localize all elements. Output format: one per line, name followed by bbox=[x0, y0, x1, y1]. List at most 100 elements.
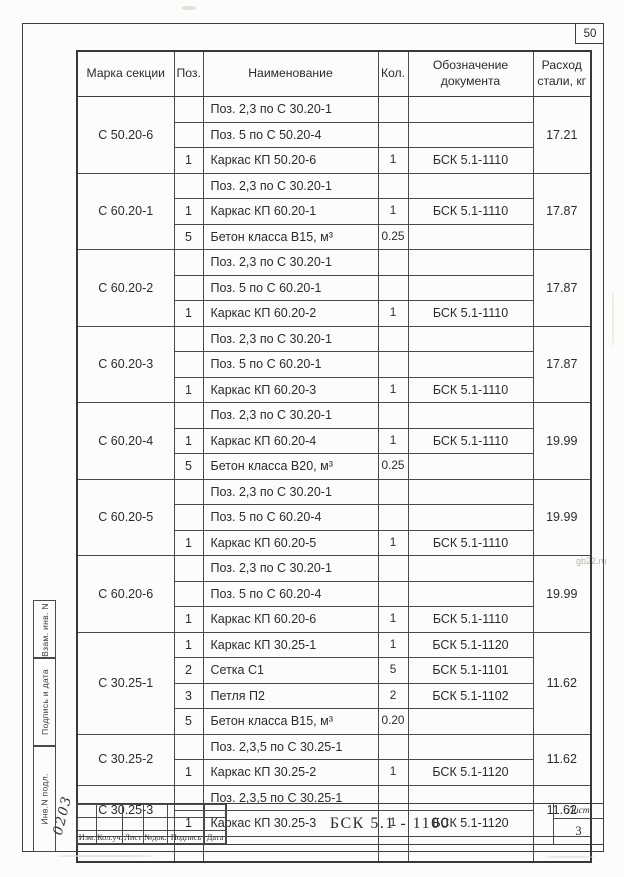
quantity-cell: 1 bbox=[377, 606, 409, 633]
quantity-cell bbox=[377, 580, 409, 607]
document-cell: БСК 5.1-1110 bbox=[407, 300, 534, 327]
table-row: С 60.20-4 Поз. 2,3 по С 30.20-1 19.99 bbox=[76, 402, 592, 480]
header-quantity: Кол. bbox=[377, 50, 409, 97]
revision-empty-row bbox=[77, 817, 226, 831]
name-cell: Поз. 2,3,5 по С 30.25-1 bbox=[202, 733, 379, 760]
quantity-cell: 0.25 bbox=[377, 453, 409, 480]
table-row bbox=[76, 835, 592, 863]
document-cell bbox=[407, 708, 534, 735]
table-row: С 60.20-1 Поз. 2,3 по С 30.20-1 17.87 bbox=[76, 172, 592, 250]
document-cell: БСК 5.1-1120 bbox=[407, 810, 534, 837]
header-name: Наименование bbox=[202, 50, 379, 97]
rev-empty-cell bbox=[143, 817, 168, 831]
document-cell: БСК 5.1-1120 bbox=[407, 631, 534, 658]
section-mark-cell: С 30.25-2 bbox=[76, 733, 175, 786]
table-row: 1 Каркас КП 60.20-4 1 БСК 5.1-1110 bbox=[77, 427, 591, 454]
table-row: С 30.25-1 1 Каркас КП 30.25-1 1 БСК 5.1-1120… bbox=[76, 631, 592, 735]
name-cell: Бетон класса В15, м³ bbox=[202, 223, 379, 250]
position-cell bbox=[173, 580, 204, 607]
position-cell bbox=[173, 351, 204, 378]
table-row: Поз. 5 по С 60.20-4 bbox=[77, 580, 591, 607]
document-cell bbox=[407, 223, 534, 250]
quantity-cell bbox=[377, 555, 409, 582]
rev-empty-cell bbox=[96, 804, 123, 818]
rev-empty-cell bbox=[96, 817, 123, 831]
name-cell: Поз. 5 по С 60.20-1 bbox=[202, 274, 379, 301]
table-row: 5 Бетон класса В15, м³ 0.25 bbox=[77, 223, 591, 250]
document-cell bbox=[407, 351, 534, 378]
table-row: С 60.20-3 Поз. 2,3 по С 30.20-1 17.87 bbox=[76, 325, 592, 403]
table-row: 1 Каркас КП 60.20-1 1 БСК 5.1-1110 bbox=[77, 198, 591, 225]
name-cell: Каркас КП 30.25-1 bbox=[202, 631, 379, 658]
document-cell: БСК 5.1-1110 bbox=[407, 427, 534, 454]
position-cell: 1 bbox=[173, 427, 204, 454]
rev-col-koluch: Кол.уч. bbox=[96, 830, 123, 844]
position-cell bbox=[173, 504, 204, 531]
document-cell: БСК 5.1-1110 bbox=[407, 376, 534, 403]
steel-consumption-cell: 17.87 bbox=[532, 325, 592, 403]
rev-empty-cell bbox=[122, 804, 144, 818]
steel-consumption-cell: 11.62 bbox=[532, 733, 592, 786]
quantity-cell: 1 bbox=[377, 376, 409, 403]
document-cell bbox=[407, 835, 534, 863]
name-cell: Сетка С1 bbox=[202, 657, 379, 684]
section-mark-cell: С 60.20-1 bbox=[76, 172, 175, 250]
table-row: 1 Каркас КП 60.20-3 1 БСК 5.1-1110 bbox=[77, 376, 591, 403]
name-cell: Поз. 2,3 по С 30.20-1 bbox=[202, 96, 379, 123]
document-cell bbox=[407, 96, 534, 123]
table-row: С 50.20-6 Поз. 2,3 по С 30.20-1 17.21 bbox=[76, 96, 592, 174]
scan-smudge bbox=[612, 292, 614, 347]
position-cell bbox=[173, 402, 204, 429]
table-row: Поз. 5 по С 60.20-4 bbox=[77, 504, 591, 531]
document-cell bbox=[407, 274, 534, 301]
position-cell: 1 bbox=[173, 759, 204, 786]
name-cell: Каркас КП 60.20-1 bbox=[202, 198, 379, 225]
name-cell: Петля П2 bbox=[202, 682, 379, 709]
quantity-cell bbox=[377, 121, 409, 148]
position-cell: 5 bbox=[173, 708, 204, 735]
rev-empty-cell bbox=[204, 804, 226, 818]
vzam-inv-label: Взам. инв. N bbox=[39, 602, 50, 657]
stamp-section-inv-podl: Инв.N подл. bbox=[33, 745, 56, 852]
quantity-cell bbox=[377, 325, 409, 352]
name-cell: Каркас КП 60.20-3 bbox=[202, 376, 379, 403]
sheet-number: 3 bbox=[575, 824, 582, 838]
document-cell: БСК 5.1-1110 bbox=[407, 147, 534, 174]
steel-consumption-cell: 11.62 bbox=[532, 631, 592, 735]
position-cell: 5 bbox=[173, 453, 204, 480]
table-row: 3 Петля П2 2 БСК 5.1-1102 bbox=[77, 682, 591, 709]
section-mark-cell: С 60.20-2 bbox=[76, 249, 175, 327]
inv-podl-label: Инв.N подл. bbox=[39, 772, 50, 825]
rev-empty-cell bbox=[122, 817, 144, 831]
page-number: 50 bbox=[583, 27, 597, 40]
position-cell: 2 bbox=[173, 657, 204, 684]
header-steel-consumption: Расход стали, кг bbox=[532, 50, 592, 97]
rev-col-ndok: №док. bbox=[143, 830, 168, 844]
quantity-cell: 1 bbox=[377, 759, 409, 786]
quantity-cell: 0.25 bbox=[377, 223, 409, 250]
name-cell: Поз. 2,3 по С 30.20-1 bbox=[202, 325, 379, 352]
name-cell: Каркас КП 30.25-3 bbox=[202, 810, 379, 837]
document-cell: БСК 5.1-1110 bbox=[407, 606, 534, 633]
rev-col-data: Дата bbox=[204, 830, 226, 844]
document-cell bbox=[407, 402, 534, 429]
section-mark-cell: С 60.20-3 bbox=[76, 325, 175, 403]
document-number: БСК 5.1 - 1100 bbox=[226, 804, 554, 844]
header-position: Поз. bbox=[173, 50, 204, 97]
table-row: 1 Каркас КП 60.20-5 1 БСК 5.1-1110 bbox=[77, 529, 591, 556]
table-row: С 60.20-6 Поз. 2,3 по С 30.20-1 19.99 bbox=[76, 555, 592, 633]
quantity-cell: 5 bbox=[377, 657, 409, 684]
position-cell bbox=[173, 96, 204, 123]
rev-empty-cell bbox=[77, 817, 97, 831]
name-cell: Поз. 5 по С 60.20-1 bbox=[202, 351, 379, 378]
revision-label-row: Изм. Кол.уч. Лист №док. Подпись Дата bbox=[77, 830, 226, 844]
position-cell bbox=[173, 478, 204, 505]
name-cell: Каркас КП 30.25-2 bbox=[202, 759, 379, 786]
table-row: 5 Бетон класса В15, м³ 0.20 bbox=[77, 708, 591, 735]
name-cell: Каркас КП 60.20-2 bbox=[202, 300, 379, 327]
scan-smudge bbox=[58, 855, 153, 857]
rev-col-list: Лист bbox=[122, 830, 144, 844]
rev-col-podpis: Подпись bbox=[167, 830, 205, 844]
steel-consumption-cell: 19.99 bbox=[532, 555, 592, 633]
